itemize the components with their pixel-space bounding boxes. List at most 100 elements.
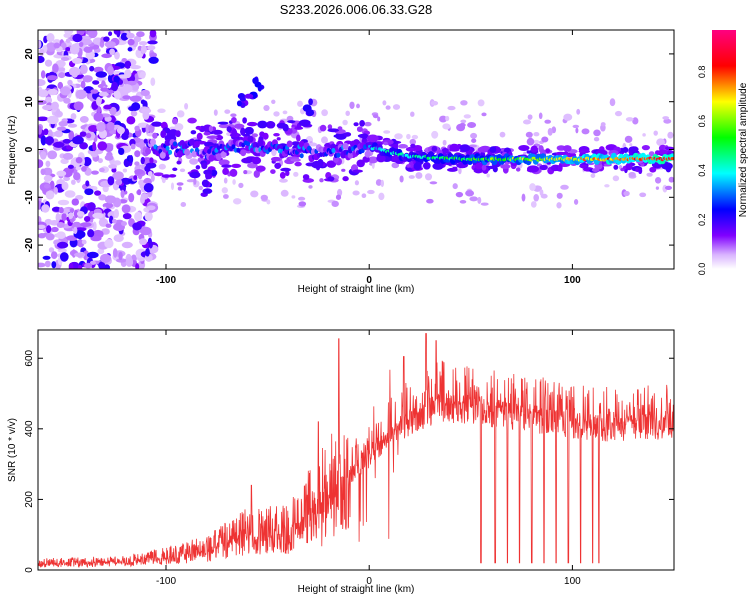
heatmap-cell [460, 100, 468, 106]
heatmap-cell [282, 123, 289, 132]
heatmap-cell [57, 248, 67, 253]
heatmap-cell [397, 144, 408, 149]
heatmap-cell [280, 167, 291, 172]
heatmap-cell [80, 222, 92, 228]
heatmap-cell [134, 161, 140, 166]
heatmap-cell [61, 181, 69, 191]
heatmap-cell [345, 110, 350, 117]
heatmap-cell [252, 77, 259, 85]
heatmap-cell [477, 146, 490, 153]
snr-axes: -100 0 100 0 200 400 600 [24, 330, 674, 587]
heatmap-cell [94, 190, 102, 196]
heatmap-cell [465, 190, 475, 197]
heatmap-cell [356, 159, 365, 168]
heatmap-cell [233, 123, 245, 129]
heatmap-cell [247, 135, 254, 143]
heatmap-cell [73, 252, 86, 258]
heatmap-cell [140, 195, 145, 204]
heatmap-cell [431, 145, 438, 152]
heatmap-cell [231, 144, 236, 150]
heatmap-cell [89, 65, 95, 72]
heatmap-cell [533, 131, 540, 137]
heatmap-cell [327, 176, 335, 182]
heatmap-cell [330, 143, 337, 151]
heatmap-cell [382, 100, 387, 106]
heatmap-cell [140, 156, 146, 165]
heatmap-cell [121, 204, 131, 214]
heatmap-cell [376, 154, 386, 163]
heatmap-cell [139, 226, 152, 236]
heatmap-cell [641, 144, 650, 151]
heatmap-cell [193, 140, 200, 148]
heatmap-cell [47, 150, 58, 160]
heatmap-cell [246, 121, 258, 127]
heatmap-cell [129, 154, 134, 164]
heatmap-cell [104, 154, 114, 161]
heatmap-cell [184, 102, 189, 110]
heatmap-cell [148, 240, 153, 249]
heatmap-cell [55, 212, 61, 223]
heatmap-cell [486, 173, 490, 178]
heatmap-cell [134, 150, 141, 158]
heatmap-cell [257, 120, 268, 129]
heatmap-cell [243, 170, 248, 175]
heatmap-cell [87, 30, 98, 39]
heatmap-cell [90, 235, 102, 242]
heatmap-cell [625, 162, 633, 171]
heatmap-cell [532, 139, 540, 144]
heatmap-cell [336, 152, 341, 158]
y-tick-label: 0 [24, 146, 35, 152]
heatmap-cell [56, 126, 67, 131]
heatmap-cell [38, 262, 47, 268]
heatmap-cell [296, 134, 301, 142]
colorbar-tick-label: 0.0 [697, 263, 707, 276]
heatmap-cell [242, 117, 247, 124]
heatmap-cell [149, 52, 157, 58]
heatmap-cell [291, 195, 296, 199]
heatmap-cell [540, 149, 546, 155]
heatmap-cell [78, 41, 84, 47]
heatmap-cell [240, 127, 246, 136]
heatmap-cell [410, 111, 415, 117]
heatmap-cell [447, 105, 456, 111]
heatmap-cell [319, 178, 324, 183]
heatmap-cell [45, 190, 55, 200]
heatmap-cell [57, 81, 64, 90]
heatmap-cell [239, 96, 246, 102]
heatmap-cell [614, 110, 623, 117]
heatmap-cell [42, 104, 54, 111]
heatmap-cell [88, 124, 99, 133]
heatmap-cell [52, 63, 59, 73]
heatmap-cell [63, 97, 71, 104]
heatmap-cell [38, 40, 42, 49]
heatmap-cell [83, 215, 91, 223]
heatmap-cell [51, 261, 57, 269]
heatmap-cell [489, 146, 497, 153]
heatmap-cell [217, 121, 229, 125]
heatmap-cell [654, 176, 662, 184]
colorbar-tick-label: 0.8 [697, 66, 707, 79]
heatmap-cell [311, 160, 323, 169]
heatmap-cell [190, 130, 197, 135]
heatmap-cell [205, 173, 213, 180]
heatmap-cell [63, 33, 71, 38]
heatmap-cell [47, 88, 58, 96]
heatmap-cell [85, 132, 92, 139]
heatmap-cell [201, 162, 208, 170]
heatmap-cell [131, 102, 141, 111]
heatmap-cell [352, 190, 360, 196]
heatmap-cell [187, 117, 197, 124]
colorbar-ticks: 0.0 0.2 0.4 0.6 0.8 [697, 66, 707, 276]
heatmap-cell [378, 192, 385, 201]
heatmap-cell [662, 116, 670, 120]
heatmap-cell [293, 171, 299, 177]
heatmap-cell [469, 196, 479, 202]
heatmap-cell [176, 160, 182, 165]
heatmap-cell [56, 231, 66, 240]
heatmap-cell [58, 120, 68, 127]
heatmap-cell [359, 119, 365, 127]
heatmap-cell [629, 143, 633, 147]
heatmap-cell [79, 115, 89, 123]
